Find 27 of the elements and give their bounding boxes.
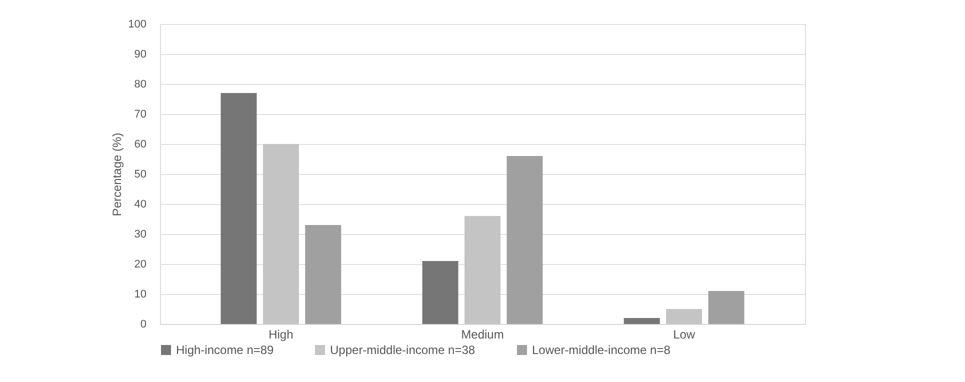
- y-tick-label: 0: [140, 318, 146, 330]
- x-tick-label: High: [268, 328, 294, 342]
- y-tick-label: 80: [134, 78, 146, 90]
- y-axis-title: Percentage (%): [110, 132, 124, 216]
- legend-label: High-income n=89: [176, 343, 274, 357]
- bar: [708, 291, 744, 324]
- y-tick-label: 60: [134, 138, 146, 150]
- bar: [422, 261, 458, 324]
- x-tick-label: Medium: [461, 328, 504, 342]
- bar: [262, 144, 299, 324]
- bar: [464, 216, 500, 324]
- y-tick-label: 100: [128, 18, 146, 30]
- y-tick-label: 20: [134, 258, 146, 270]
- y-tick-label: 30: [134, 228, 146, 240]
- y-tick-label: 90: [134, 48, 146, 60]
- y-tick-label: 50: [134, 168, 146, 180]
- legend-label: Lower-middle-income n=8: [532, 343, 671, 357]
- bar: [666, 309, 702, 324]
- y-tick-label: 40: [134, 198, 146, 210]
- y-tick-label: 10: [134, 288, 146, 300]
- x-tick-label: Low: [673, 328, 696, 342]
- bar: [506, 156, 543, 324]
- y-tick-label: 70: [134, 108, 146, 120]
- bar: [220, 93, 257, 324]
- bar: [305, 225, 342, 324]
- legend-label: Upper-middle-income n=38: [330, 343, 476, 357]
- bar: [624, 318, 660, 324]
